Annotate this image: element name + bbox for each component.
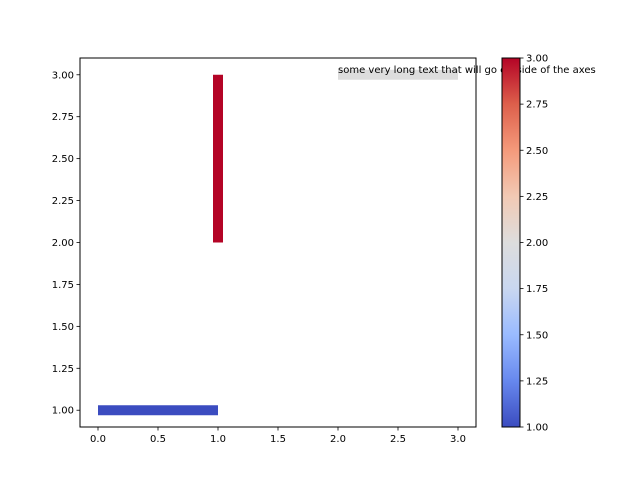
y-tick-label: 2.50: [52, 154, 74, 165]
x-tick-label: 2.5: [390, 434, 406, 445]
y-tick-label: 1.75: [52, 280, 74, 291]
colorbar-tick-label: 1.00: [526, 423, 548, 434]
y-tick-label: 3.00: [52, 70, 74, 81]
colorbar-tick-label: 1.75: [526, 284, 548, 295]
colorbar-tick-label: 1.25: [526, 376, 548, 387]
colorbar-tick-label: 1.50: [526, 330, 548, 341]
y-tick-label: 1.25: [52, 364, 74, 375]
y-tick-label: 1.50: [52, 322, 74, 333]
colorbar-tick-label: 3.00: [526, 54, 548, 65]
x-tick-label: 0.0: [90, 434, 106, 445]
colorbar-tick-label: 2.75: [526, 100, 548, 111]
colorbar: [502, 58, 520, 427]
y-tick-label: 2.00: [52, 238, 74, 249]
y-tick-label: 2.25: [52, 196, 74, 207]
x-tick-label: 1.5: [270, 434, 286, 445]
colorbar-tick-label: 2.00: [526, 238, 548, 249]
annotation-text: some very long text that will go outside…: [338, 65, 596, 76]
x-tick-label: 0.5: [150, 434, 166, 445]
colorbar-tick-label: 2.25: [526, 192, 548, 203]
x-axis: 0.0 0.5 1.0 1.5 2.0 2.5 3.0: [90, 427, 466, 445]
plot-area: [80, 58, 476, 427]
y-tick-label: 2.75: [52, 112, 74, 123]
x-tick-label: 3.0: [450, 434, 466, 445]
x-tick-label: 1.0: [210, 434, 226, 445]
colorbar-axis: 1.00 1.25 1.50 1.75 2.00 2.25 2.50 2.75 3.00: [520, 54, 548, 434]
line-segments: [98, 69, 458, 416]
y-axis: 1.00 1.25 1.50 1.75 2.00 2.25 2.50 2.75 3.00: [52, 70, 80, 417]
colorbar-tick-label: 2.50: [526, 146, 548, 157]
y-tick-label: 1.00: [52, 406, 74, 417]
x-tick-label: 2.0: [330, 434, 346, 445]
